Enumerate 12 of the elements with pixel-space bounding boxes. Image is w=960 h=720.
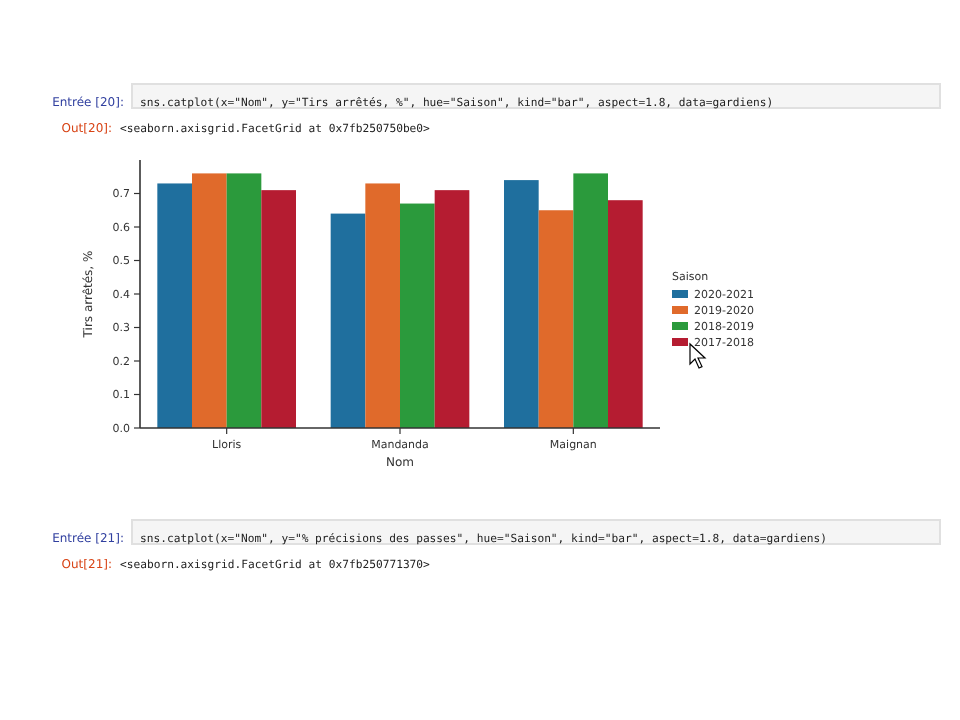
bar bbox=[400, 203, 435, 428]
bar bbox=[608, 200, 643, 428]
bar bbox=[538, 210, 574, 428]
bar bbox=[192, 173, 227, 428]
bar bbox=[330, 213, 366, 428]
bar bbox=[434, 190, 470, 428]
bar bbox=[157, 183, 192, 428]
bar bbox=[573, 173, 608, 428]
bar bbox=[504, 180, 539, 428]
bar bbox=[261, 190, 296, 428]
bar bbox=[226, 173, 262, 428]
bar bbox=[365, 183, 400, 428]
